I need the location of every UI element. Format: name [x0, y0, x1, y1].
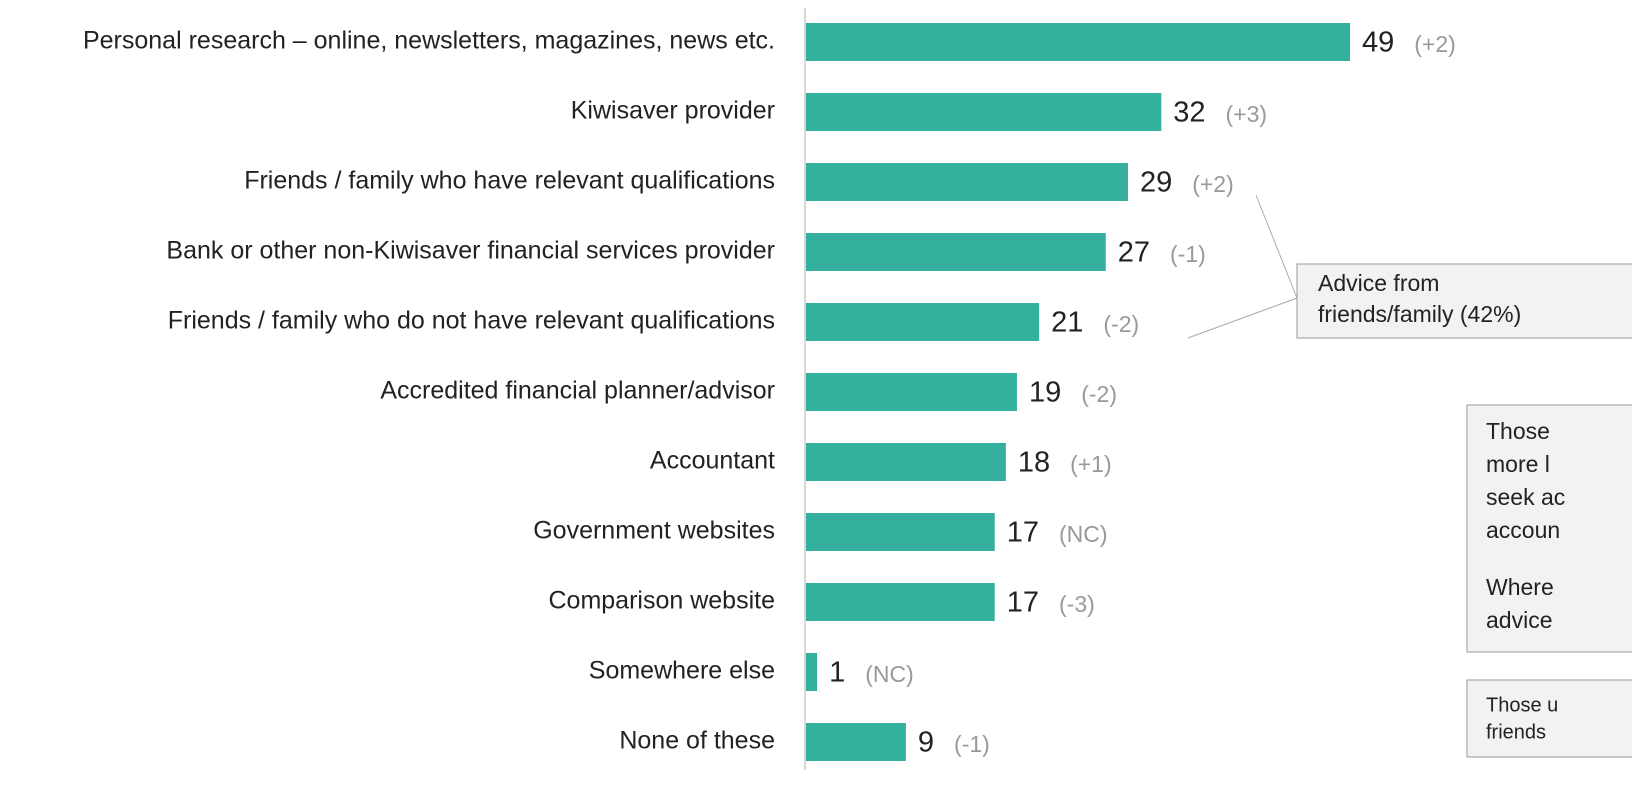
- category-label: Personal research – online, newsletters,…: [83, 27, 775, 55]
- value-label: 29: [1140, 167, 1172, 199]
- bar: [806, 93, 1162, 131]
- value-label: 49: [1362, 27, 1394, 59]
- note-text: Those: [1486, 418, 1550, 444]
- note-text: Those u: [1486, 694, 1558, 716]
- change-label: (-1): [1170, 241, 1206, 267]
- note-text: advice: [1486, 607, 1552, 633]
- category-label: Accredited financial planner/advisor: [380, 377, 775, 405]
- change-label: (+1): [1070, 451, 1112, 477]
- category-label: Kiwisaver provider: [571, 97, 775, 125]
- note-text: Where: [1486, 574, 1554, 600]
- value-label: 1: [829, 657, 845, 689]
- change-label: (+3): [1226, 101, 1268, 127]
- category-label: Friends / family who have relevant quali…: [244, 167, 775, 195]
- category-label: Somewhere else: [589, 657, 775, 685]
- category-label: Bank or other non-Kiwisaver financial se…: [166, 237, 775, 265]
- value-label: 18: [1018, 447, 1050, 479]
- change-label: (NC): [1059, 521, 1108, 547]
- callout-text: Advice from: [1318, 270, 1439, 296]
- value-label: 27: [1118, 237, 1150, 269]
- change-label: (-3): [1059, 591, 1095, 617]
- value-label: 19: [1029, 377, 1061, 409]
- note-text: more l: [1486, 451, 1550, 477]
- callout-text: friends/family (42%): [1318, 301, 1521, 327]
- category-label: Government websites: [533, 517, 775, 545]
- value-label: 17: [1007, 587, 1039, 619]
- change-label: (-1): [954, 731, 990, 757]
- category-label: None of these: [619, 727, 775, 755]
- callout-box: [1296, 263, 1632, 339]
- note-box: [1466, 404, 1632, 653]
- note-text: seek ac: [1486, 484, 1565, 510]
- bar: [806, 23, 1350, 61]
- value-label: 17: [1007, 517, 1039, 549]
- value-label: 9: [918, 727, 934, 759]
- change-label: (NC): [865, 661, 914, 687]
- bar: [806, 583, 995, 621]
- callout-line: [1255, 194, 1298, 299]
- bar: [806, 303, 1040, 341]
- category-label: Accountant: [650, 447, 775, 475]
- change-label: (-2): [1103, 311, 1139, 337]
- bar: [806, 373, 1017, 411]
- bar: [806, 653, 818, 691]
- note-text: accoun: [1486, 517, 1560, 543]
- change-label: (-2): [1081, 381, 1117, 407]
- value-label: 32: [1173, 97, 1205, 129]
- callout-line: [1187, 297, 1298, 339]
- note-text: friends: [1486, 721, 1546, 743]
- category-label: Comparison website: [549, 587, 776, 615]
- bar: [806, 513, 995, 551]
- note-box: [1466, 679, 1632, 758]
- bar: [806, 163, 1128, 201]
- bar: [806, 443, 1006, 481]
- category-label: Friends / family who do not have relevan…: [168, 307, 775, 335]
- value-label: 21: [1051, 307, 1083, 339]
- change-label: (+2): [1192, 171, 1234, 197]
- bar: [806, 233, 1106, 271]
- change-label: (+2): [1414, 31, 1456, 57]
- bar: [806, 723, 906, 761]
